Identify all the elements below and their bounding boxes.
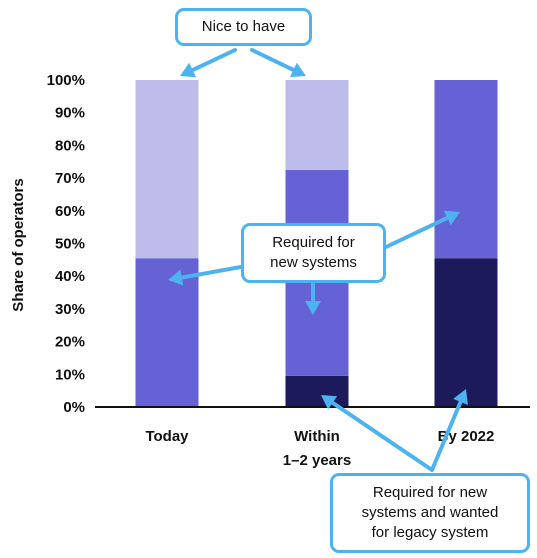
y-tick-label: 70%	[55, 170, 85, 187]
callout-arrow	[168, 263, 254, 286]
y-tick-label: 10%	[55, 366, 85, 383]
callout-nice-to-have-text: Nice to have	[201, 18, 286, 35]
y-tick-label: 90%	[55, 105, 85, 122]
y-tick-label: 0%	[63, 399, 85, 416]
callout-arrow	[430, 389, 468, 472]
x-axis-categories: Today Within 1–2 years By 2022	[145, 428, 494, 469]
callout-required-legacy: Required for new systems and wanted for …	[330, 473, 530, 553]
y-tick-label: 100%	[47, 72, 85, 89]
callout-required-new-systems-text: Required for new systems	[270, 234, 357, 271]
bar-segment-legacy-1	[285, 375, 349, 407]
y-axis-ticks: 0% 10% 20% 30% 40% 50% 60% 70% 80% 90% 100%	[47, 72, 85, 416]
callout-arrow	[180, 48, 237, 78]
y-tick-label: 20%	[55, 334, 85, 351]
callout-arrow	[384, 210, 460, 249]
callout-arrow	[250, 48, 306, 78]
callout-required-legacy-text: Required for new systems and wanted for …	[361, 484, 499, 541]
y-axis-label: Share of operators	[10, 178, 27, 311]
y-tick-label: 30%	[55, 301, 85, 318]
bar-segment-new-2	[434, 80, 498, 259]
bar-segment-legacy-2	[434, 258, 498, 407]
callout-required-new-systems: Required for new systems	[241, 223, 386, 283]
x-category-label: By 2022	[438, 428, 495, 445]
y-tick-label: 60%	[55, 203, 85, 220]
callout-arrow	[305, 281, 321, 315]
bar-segment-nice-0	[135, 80, 199, 259]
y-tick-label: 50%	[55, 236, 85, 253]
x-category-label: Today	[145, 428, 189, 445]
x-category-label: Within 1–2 years	[283, 428, 351, 469]
y-tick-label: 40%	[55, 268, 85, 285]
bars	[135, 80, 498, 407]
bar-segment-new-0	[135, 258, 199, 407]
callout-arrow	[321, 395, 434, 472]
bar-segment-nice-1	[285, 80, 349, 170]
y-tick-label: 80%	[55, 137, 85, 154]
callout-arrows	[168, 48, 468, 472]
callout-nice-to-have: Nice to have	[175, 8, 312, 46]
